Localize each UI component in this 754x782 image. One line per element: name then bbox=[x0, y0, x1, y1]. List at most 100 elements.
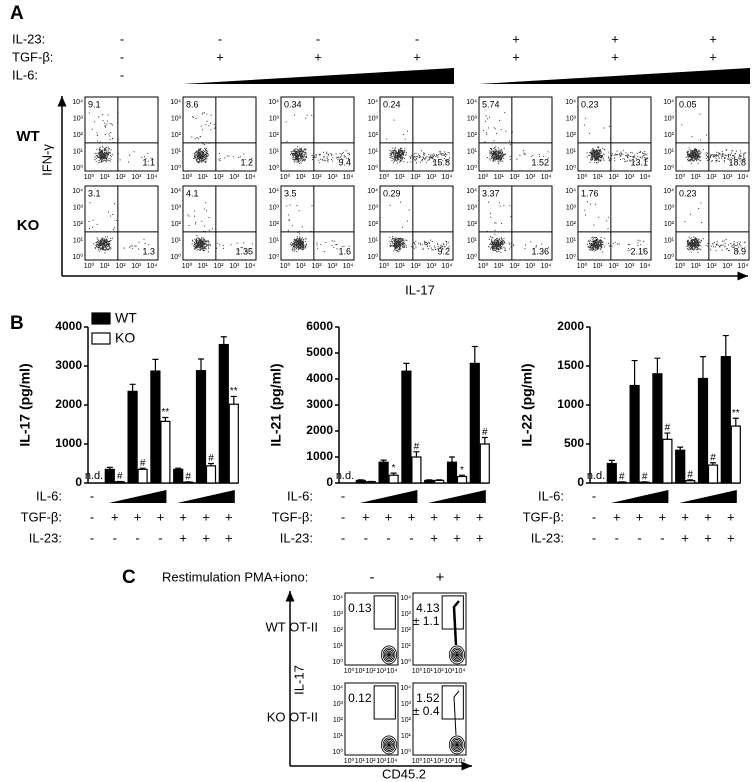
y-tick-label: 10⁰ bbox=[466, 164, 477, 172]
x-tick-label: 10⁰ bbox=[182, 173, 193, 181]
contour bbox=[453, 740, 461, 750]
y-tick-label: 1000 bbox=[557, 397, 584, 411]
quadrant-value: 1.36 bbox=[531, 246, 549, 256]
y-tick-label: 1000 bbox=[55, 436, 82, 450]
y-tick-label: 10¹ bbox=[73, 237, 84, 244]
gate bbox=[441, 685, 464, 720]
quadrant-value: 1.3 bbox=[142, 246, 155, 256]
y-tick-label: 10³ bbox=[333, 611, 344, 618]
error-bar bbox=[403, 362, 410, 372]
dots bbox=[88, 202, 150, 254]
error-bar bbox=[687, 479, 694, 481]
condition-sign: + bbox=[512, 49, 520, 64]
x-tick-label: 10¹ bbox=[355, 758, 366, 765]
y-tick-label: 10⁰ bbox=[170, 253, 181, 261]
quadrant-value: 9.4 bbox=[338, 157, 351, 167]
y-tick-label: 10¹ bbox=[269, 237, 280, 244]
bar bbox=[730, 425, 741, 484]
y-tick-label: 10¹ bbox=[664, 237, 675, 244]
x-tick-label: 10³ bbox=[327, 263, 338, 270]
y-tick-label: 10⁰ bbox=[466, 253, 477, 261]
quadrant-value: 9.2 bbox=[437, 246, 450, 256]
condition-sign: - bbox=[592, 488, 596, 503]
error-bar bbox=[471, 345, 478, 364]
contour-plot bbox=[344, 682, 399, 756]
bar bbox=[401, 370, 412, 484]
condition-label: TGF-β: bbox=[523, 509, 564, 524]
error-bar bbox=[722, 334, 729, 357]
bar bbox=[629, 384, 640, 484]
legend-label: WT bbox=[115, 310, 137, 326]
x-tick-label: 10³ bbox=[624, 174, 635, 181]
y-tick-label: 10¹ bbox=[269, 148, 280, 155]
bar bbox=[218, 343, 229, 484]
flow-plot bbox=[577, 96, 652, 172]
contour bbox=[450, 647, 464, 663]
y-tick-label: 10⁴ bbox=[367, 99, 378, 106]
condition-sign: + bbox=[202, 509, 210, 524]
flow-plot bbox=[478, 185, 553, 261]
condition-sign: - bbox=[615, 530, 619, 545]
x-tick-label: 10⁰ bbox=[84, 262, 95, 270]
flow-plot bbox=[280, 185, 355, 261]
panel-label: C bbox=[122, 567, 136, 588]
condition-sign: - bbox=[90, 530, 94, 545]
condition-sign: + bbox=[613, 509, 621, 524]
row-label: KO bbox=[17, 217, 40, 234]
x-tick-label: 10³ bbox=[525, 174, 536, 181]
significance: # bbox=[619, 471, 625, 482]
x-tick-label: 10⁰ bbox=[379, 173, 390, 181]
y-tick-label: 10⁴ bbox=[400, 685, 411, 692]
quadrant-value: 1.76 bbox=[581, 188, 599, 198]
x-tick-label: 10⁴ bbox=[738, 263, 749, 270]
x-tick-label: 10³ bbox=[376, 758, 387, 765]
significance: # bbox=[482, 427, 488, 438]
y-tick-label: 10⁰ bbox=[400, 748, 411, 756]
contour-plot bbox=[412, 592, 467, 666]
condition-sign: + bbox=[225, 509, 233, 524]
x-tick-label: 10³ bbox=[624, 263, 635, 270]
x-tick-label: 10⁰ bbox=[280, 173, 291, 181]
condition-sign: - bbox=[135, 530, 139, 545]
y-tick-label: 10² bbox=[73, 221, 84, 228]
y-axis-title: IL-17 (pg/ml) bbox=[17, 363, 33, 446]
y-tick-label: 10⁴ bbox=[466, 188, 477, 195]
quadrant-value: 2.16 bbox=[630, 246, 648, 256]
x-tick-label: 10⁴ bbox=[245, 263, 256, 270]
y-axis-title: IL-17 bbox=[291, 665, 306, 695]
y-tick-label: 10⁰ bbox=[367, 164, 378, 172]
y-axis-title: IL-22 (pg/ml) bbox=[519, 363, 535, 446]
condition-sign: - bbox=[90, 488, 94, 503]
x-tick-label: 10⁴ bbox=[738, 174, 749, 181]
x-tick-label: 10³ bbox=[327, 174, 338, 181]
condition-sign: - bbox=[660, 530, 664, 545]
significance: # bbox=[140, 458, 146, 469]
x-tick-label: 10⁰ bbox=[344, 667, 355, 675]
y-tick-label: 10⁴ bbox=[466, 99, 477, 106]
y-tick-label: 10³ bbox=[73, 115, 84, 122]
quadrant-value: 5.74 bbox=[482, 99, 500, 109]
x-tick-label: 10⁴ bbox=[147, 174, 158, 181]
error-bar bbox=[198, 358, 204, 371]
y-tick-label: 10² bbox=[467, 221, 478, 228]
bar bbox=[127, 390, 138, 484]
quadrant-value: 1.52 bbox=[531, 157, 549, 167]
x-tick-label: 10¹ bbox=[691, 174, 702, 181]
condition-sign: - bbox=[90, 509, 94, 524]
x-tick-label: 10⁴ bbox=[387, 668, 398, 675]
y-tick-label: 500 bbox=[564, 436, 584, 450]
condition-label: IL-6: bbox=[538, 488, 564, 503]
quadrant-value: 1.2 bbox=[240, 157, 253, 167]
y-tick-label: 10⁴ bbox=[400, 595, 411, 602]
x-tick-label: 10⁰ bbox=[412, 757, 423, 765]
condition-sign: - bbox=[341, 488, 345, 503]
condition-sign: + bbox=[681, 530, 689, 545]
x-tick-label: 10⁰ bbox=[478, 262, 489, 270]
y-tick-label: 0 bbox=[577, 475, 584, 489]
y-tick-label: 3000 bbox=[55, 358, 82, 372]
dots bbox=[681, 113, 747, 164]
error-bar bbox=[129, 383, 136, 392]
quadrant-value: 0.23 bbox=[679, 188, 697, 198]
error-bar bbox=[139, 467, 146, 470]
bar bbox=[479, 443, 490, 484]
